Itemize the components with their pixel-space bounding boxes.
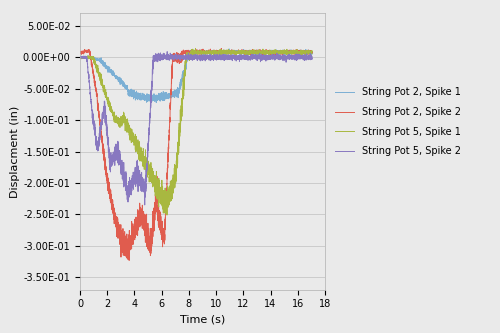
String Pot 5, Spike 1 — [214, 51, 220, 55]
String Pot 2, Spike 1 — [214, 50, 220, 54]
String Pot 5, Spike 1 — [164, 213, 170, 217]
Line: String Pot 5, Spike 1: String Pot 5, Spike 1 — [80, 48, 312, 215]
Legend: String Pot 2, Spike 1, String Pot 2, Spike 2, String Pot 5, Spike 1, String Pot : String Pot 2, Spike 1, String Pot 2, Spi… — [335, 87, 461, 157]
String Pot 5, Spike 2 — [299, 56, 305, 60]
String Pot 2, Spike 2 — [93, 88, 99, 92]
String Pot 5, Spike 2 — [142, 203, 148, 207]
String Pot 2, Spike 2 — [214, 50, 220, 54]
String Pot 5, Spike 1 — [93, 64, 99, 68]
String Pot 2, Spike 2 — [299, 51, 305, 55]
String Pot 2, Spike 1 — [93, 57, 99, 61]
String Pot 2, Spike 1 — [226, 47, 232, 51]
String Pot 5, Spike 1 — [152, 185, 158, 189]
String Pot 2, Spike 2 — [77, 50, 83, 54]
String Pot 5, Spike 1 — [207, 50, 213, 54]
String Pot 5, Spike 2 — [152, 55, 158, 59]
String Pot 2, Spike 1 — [77, 55, 83, 59]
String Pot 5, Spike 2 — [214, 56, 220, 60]
String Pot 5, Spike 2 — [164, 50, 170, 54]
String Pot 5, Spike 1 — [192, 46, 198, 50]
String Pot 5, Spike 2 — [93, 135, 99, 139]
String Pot 2, Spike 2 — [218, 47, 224, 51]
String Pot 2, Spike 2 — [304, 50, 310, 54]
String Pot 2, Spike 2 — [207, 51, 213, 55]
String Pot 5, Spike 2 — [309, 56, 315, 60]
String Pot 5, Spike 2 — [77, 56, 83, 60]
String Pot 2, Spike 1 — [299, 49, 305, 53]
Line: String Pot 2, Spike 2: String Pot 2, Spike 2 — [80, 49, 312, 260]
String Pot 2, Spike 1 — [152, 98, 158, 102]
Line: String Pot 5, Spike 2: String Pot 5, Spike 2 — [80, 52, 312, 205]
String Pot 2, Spike 2 — [152, 218, 158, 222]
String Pot 2, Spike 1 — [148, 102, 154, 106]
String Pot 2, Spike 2 — [309, 51, 315, 55]
String Pot 2, Spike 2 — [126, 258, 132, 262]
String Pot 2, Spike 1 — [304, 51, 310, 55]
String Pot 2, Spike 1 — [309, 50, 315, 54]
String Pot 5, Spike 2 — [304, 56, 310, 60]
String Pot 5, Spike 1 — [304, 50, 310, 54]
String Pot 5, Spike 2 — [207, 56, 213, 60]
String Pot 5, Spike 1 — [309, 49, 315, 53]
String Pot 5, Spike 1 — [77, 56, 83, 60]
String Pot 5, Spike 1 — [299, 52, 305, 56]
String Pot 2, Spike 1 — [207, 52, 213, 56]
Line: String Pot 2, Spike 1: String Pot 2, Spike 1 — [80, 49, 312, 104]
Y-axis label: Displacment (in): Displacment (in) — [10, 105, 20, 198]
X-axis label: Time (s): Time (s) — [180, 315, 225, 325]
